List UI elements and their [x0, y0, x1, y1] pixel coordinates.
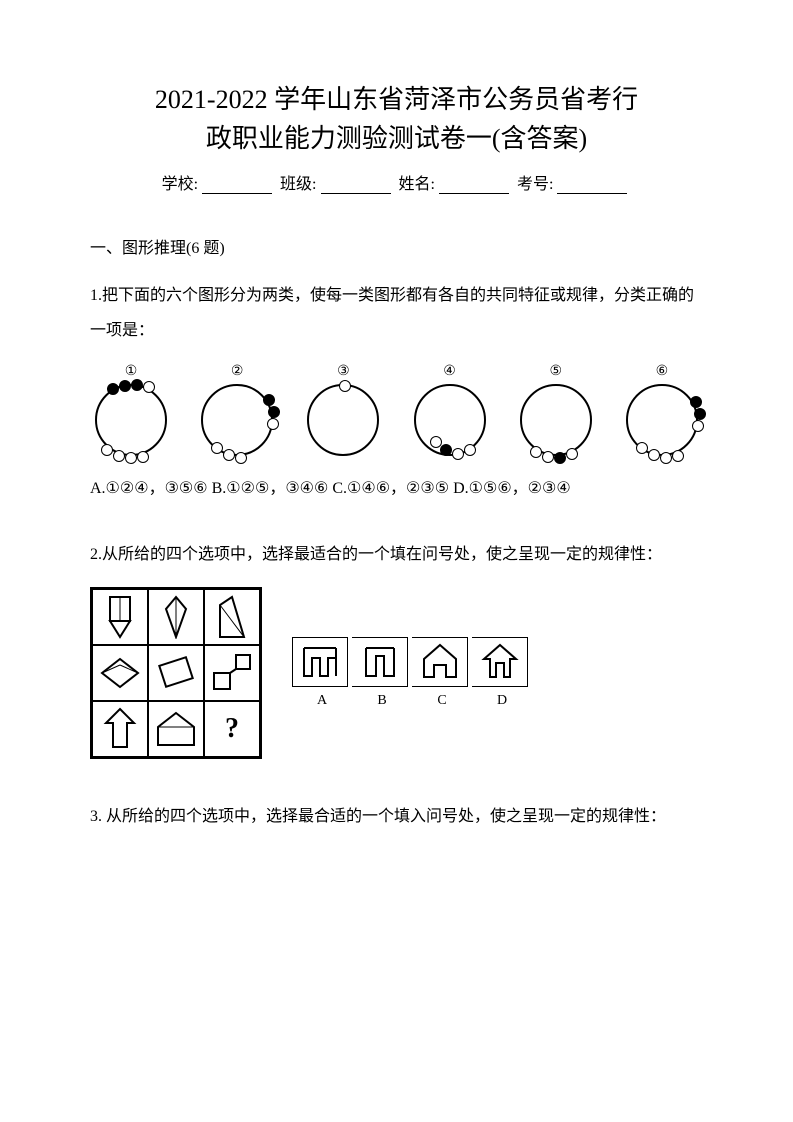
grid-cell [92, 701, 148, 757]
id-label: 考号: [517, 176, 553, 193]
bead-dark [554, 452, 566, 464]
bead-light [672, 450, 684, 462]
bead-dark [440, 444, 452, 456]
circle-shape [520, 384, 592, 456]
bead-light [223, 449, 235, 461]
circle-label: ⑥ [656, 363, 669, 380]
option-c: C [412, 637, 472, 709]
bead-light [530, 446, 542, 458]
circle-figure: ② [201, 363, 273, 456]
class-label: 班级: [280, 176, 316, 193]
option-a: A [292, 637, 352, 709]
bead-dark [268, 406, 280, 418]
circle-shape [626, 384, 698, 456]
circle-label: ① [125, 363, 138, 380]
bead-dark [119, 380, 131, 392]
circle-shape [95, 384, 167, 456]
bead-light [267, 418, 279, 430]
option-d-label: D [472, 693, 532, 709]
bead-light [636, 442, 648, 454]
bead-dark [694, 408, 706, 420]
grid-cell [148, 701, 204, 757]
q2-options-row: A B C D [292, 637, 532, 709]
circle-label: ③ [337, 363, 350, 380]
option-d-img [472, 637, 528, 687]
bead-light [339, 380, 351, 392]
section-1-header: 一、图形推理(6 题) [90, 234, 703, 258]
grid-cell [148, 645, 204, 701]
bead-light [137, 451, 149, 463]
circle-figure: ⑤ [520, 363, 592, 456]
title-line-1: 2021-2022 学年山东省菏泽市公务员省考行 [155, 85, 638, 114]
bead-light [211, 442, 223, 454]
info-line: 学校: 班级: 姓名: 考号: [90, 170, 703, 194]
question-1-text: 1.把下面的六个图形分为两类，使每一类图形都有各自的共同特征或规律，分类正确的一… [90, 278, 703, 348]
circle-label: ⑤ [549, 363, 562, 380]
name-blank[interactable] [439, 178, 509, 194]
question-mark: ? [225, 713, 239, 745]
grid-cell [92, 589, 148, 645]
circle-figure: ④ [414, 363, 486, 456]
grid-cell [92, 645, 148, 701]
option-b: B [352, 637, 412, 709]
question-2-text: 2.从所给的四个选项中，选择最适合的一个填在问号处，使之呈现一定的规律性： [90, 537, 703, 572]
bead-dark [131, 379, 143, 391]
circle-figure: ① [95, 363, 167, 456]
option-c-label: C [412, 693, 472, 709]
title-line-2: 政职业能力测验测试卷一(含答案) [206, 124, 587, 153]
name-label: 姓名: [399, 176, 435, 193]
option-c-img [412, 637, 468, 687]
bead-light [101, 444, 113, 456]
circle-shape [307, 384, 379, 456]
bead-light [542, 451, 554, 463]
bead-light [125, 452, 137, 464]
bead-dark [107, 383, 119, 395]
bead-light [452, 448, 464, 460]
bead-light [235, 452, 247, 464]
bead-light [692, 420, 704, 432]
q2-images: ? A B C D [90, 587, 703, 759]
q2-grid: ? [90, 587, 262, 759]
bead-light [648, 449, 660, 461]
circle-label: ④ [443, 363, 456, 380]
page-title: 2021-2022 学年山东省菏泽市公务员省考行 政职业能力测验测试卷一(含答案… [90, 80, 703, 158]
grid-cell [204, 589, 260, 645]
question-3-text: 3. 从所给的四个选项中，选择最合适的一个填入问号处，使之呈现一定的规律性： [90, 799, 703, 834]
option-a-label: A [292, 693, 352, 709]
grid-cell [148, 589, 204, 645]
option-b-label: B [352, 693, 412, 709]
bead-dark [690, 396, 702, 408]
circle-shape [414, 384, 486, 456]
school-blank[interactable] [202, 178, 272, 194]
option-b-img [352, 637, 408, 687]
grid-cell-question: ? [204, 701, 260, 757]
circle-figure: ⑥ [626, 363, 698, 456]
q1-figures: ① ② ③ ④ ⑤ ⑥ [90, 363, 703, 456]
class-blank[interactable] [321, 178, 391, 194]
circle-figure: ③ [307, 363, 379, 456]
bead-dark [263, 394, 275, 406]
bead-light [660, 452, 672, 464]
option-d: D [472, 637, 532, 709]
bead-light [464, 444, 476, 456]
q1-options: A.①②④，③⑤⑥ B.①②⑤，③④⑥ C.①④⑥，②③⑤ D.①⑤⑥，②③④ [90, 471, 703, 506]
circle-label: ② [231, 363, 244, 380]
school-label: 学校: [162, 176, 198, 193]
bead-light [113, 450, 125, 462]
id-blank[interactable] [557, 178, 627, 194]
circle-shape [201, 384, 273, 456]
grid-cell [204, 645, 260, 701]
bead-light [143, 381, 155, 393]
option-a-img [292, 637, 348, 687]
bead-light [566, 448, 578, 460]
